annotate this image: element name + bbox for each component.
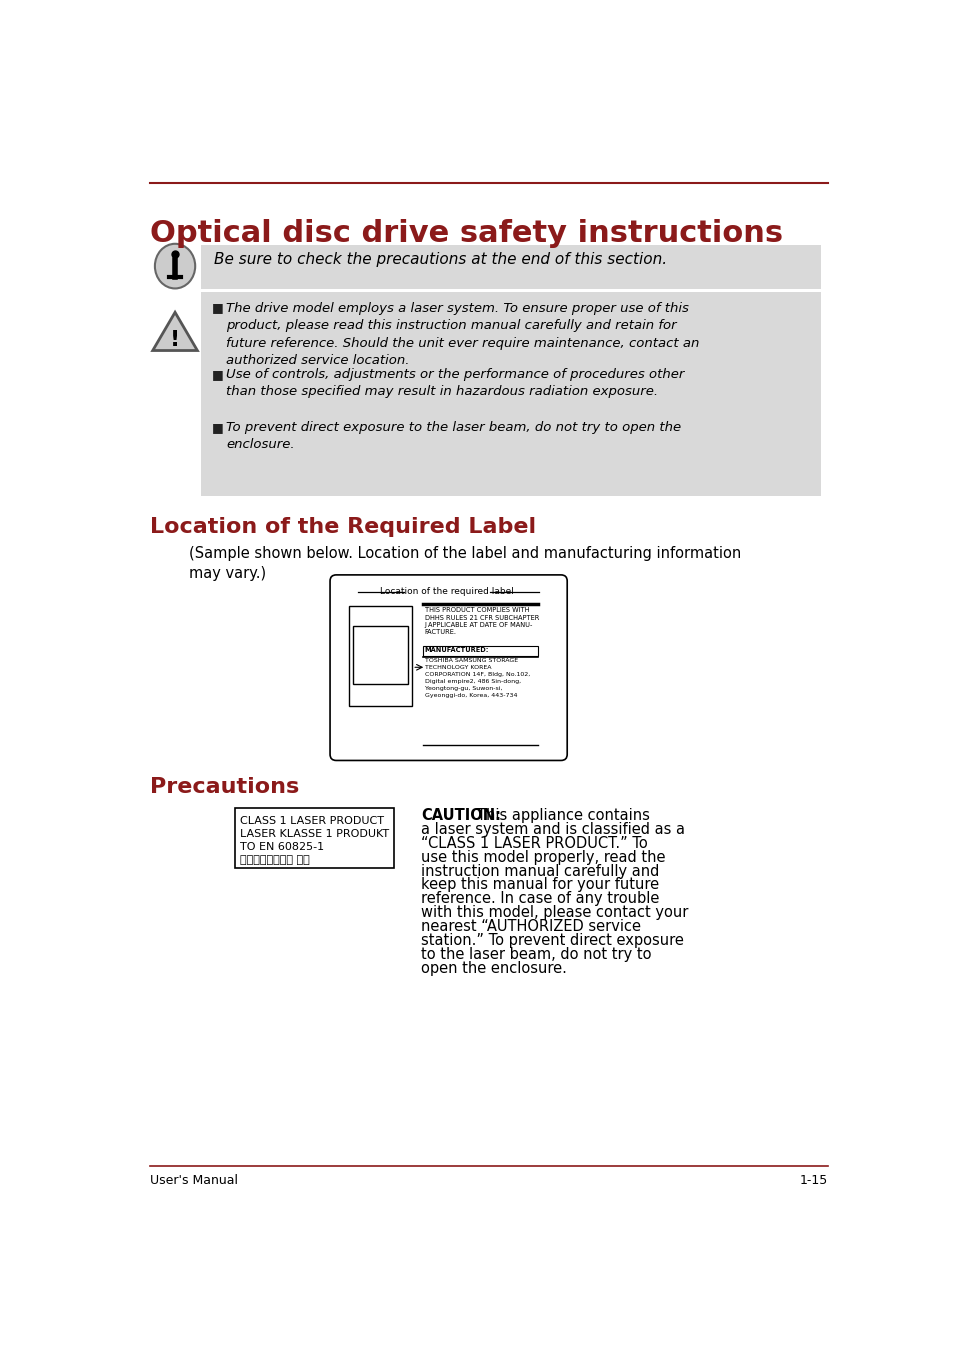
FancyBboxPatch shape [330,574,567,760]
Text: Location of the Required Label: Location of the Required Label [150,516,536,537]
Text: Use of controls, adjustments or the performance of procedures other
than those s: Use of controls, adjustments or the perf… [226,367,684,398]
Text: ■: ■ [212,301,223,315]
Text: ■: ■ [212,367,223,381]
Bar [422,646,537,656]
Text: with this model, please contact your: with this model, please contact your [421,905,688,920]
Text: TOSHIBA SAMSUNG STORAGE: TOSHIBA SAMSUNG STORAGE [424,658,517,663]
Text: TO EN 60825-1: TO EN 60825-1 [240,842,324,853]
Text: a laser system and is classified as a: a laser system and is classified as a [421,822,685,837]
Text: Location of the required label: Location of the required label [379,588,514,596]
Text: This appliance contains: This appliance contains [476,808,650,823]
Text: MANUFACTURED:: MANUFACTURED: [424,647,489,654]
Text: reference. In case of any trouble: reference. In case of any trouble [421,892,659,907]
Text: !: ! [170,330,180,350]
Text: station.” To prevent direct exposure: station.” To prevent direct exposure [421,933,683,948]
Text: Be sure to check the precautions at the end of this section.: Be sure to check the precautions at the … [213,253,666,268]
Text: J APPLICABLE AT DATE OF MANU-: J APPLICABLE AT DATE OF MANU- [424,621,533,628]
Text: ■: ■ [212,421,223,434]
Text: Precautions: Precautions [150,777,299,798]
Text: to the laser beam, do not try to: to the laser beam, do not try to [421,947,651,962]
Text: User's Manual: User's Manual [150,1174,238,1186]
Text: CORPORATION 14F, Bldg, No.102,: CORPORATION 14F, Bldg, No.102, [424,672,529,677]
Text: Optical disc drive safety instructions: Optical disc drive safety instructions [150,219,782,247]
Text: To prevent direct exposure to the laser beam, do not try to open the
enclosure.: To prevent direct exposure to the laser … [226,421,680,452]
Polygon shape [152,312,197,351]
Bar [200,245,820,289]
Text: nearest “AUTHORIZED service: nearest “AUTHORIZED service [421,919,640,933]
Bar [353,627,407,685]
Text: keep this manual for your future: keep this manual for your future [421,877,659,893]
Text: クラス１レーザー 製品: クラス１レーザー 製品 [240,855,310,865]
Text: LASER KLASSE 1 PRODUKT: LASER KLASSE 1 PRODUKT [240,829,389,839]
Text: “CLASS 1 LASER PRODUCT.” To: “CLASS 1 LASER PRODUCT.” To [421,837,648,851]
Text: 1-15: 1-15 [799,1174,827,1186]
Bar [200,292,820,496]
Text: CLASS 1 LASER PRODUCT: CLASS 1 LASER PRODUCT [240,816,384,826]
Text: instruction manual carefully and: instruction manual carefully and [421,863,659,878]
Ellipse shape [154,243,195,288]
Bar [235,808,394,869]
Text: Digital empire2, 486 Sin-dong,: Digital empire2, 486 Sin-dong, [424,679,520,683]
Text: THIS PRODUCT COMPLIES WITH: THIS PRODUCT COMPLIES WITH [424,607,529,613]
Text: use this model properly, read the: use this model properly, read the [421,850,665,865]
Text: DHHS RULES 21 CFR SUBCHAPTER: DHHS RULES 21 CFR SUBCHAPTER [424,615,538,620]
Text: open the enclosure.: open the enclosure. [421,960,567,975]
Text: FACTURE.: FACTURE. [424,629,456,635]
Bar [348,605,412,706]
Text: Yeongtong-gu, Suwon-si,: Yeongtong-gu, Suwon-si, [424,686,501,691]
Text: The drive model employs a laser system. To ensure proper use of this
product, pl: The drive model employs a laser system. … [226,301,699,367]
Text: Gyeonggi-do, Korea, 443-734: Gyeonggi-do, Korea, 443-734 [424,693,517,698]
Text: TECHNOLOGY KOREA: TECHNOLOGY KOREA [424,664,491,670]
Text: CAUTION:: CAUTION: [421,808,501,823]
Text: (Sample shown below. Location of the label and manufacturing information
may var: (Sample shown below. Location of the lab… [189,546,740,581]
